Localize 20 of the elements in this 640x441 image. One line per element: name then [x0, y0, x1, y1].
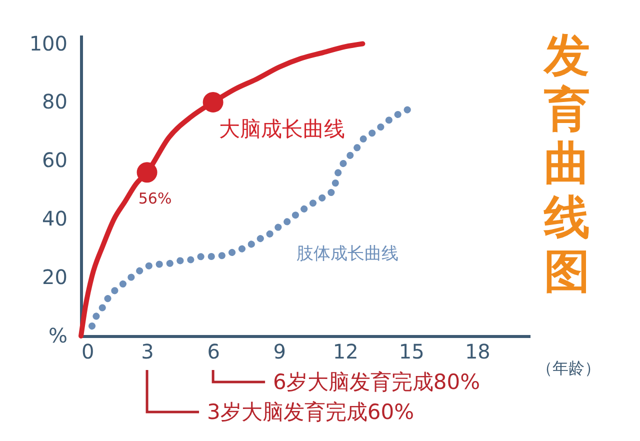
y-tick-label: %	[48, 324, 68, 348]
y-tick-label: 40	[42, 206, 68, 231]
y-tick-label: 60	[42, 148, 68, 172]
text: 3岁大脑发育完成60%	[207, 399, 414, 426]
x-tick-label: 6	[207, 340, 220, 364]
x-tick-label: 12	[332, 340, 358, 364]
annotation: 56%	[138, 189, 172, 208]
x-axis-title: （年龄）	[536, 360, 600, 378]
series-label: 肢体成长曲线	[296, 244, 399, 264]
x-tick-label: 18	[464, 340, 490, 364]
series-label: 大脑成长曲线	[219, 117, 346, 142]
y-tick-label: 80	[42, 90, 68, 114]
text: 6岁大脑发育完成80%	[273, 369, 480, 396]
x-tick-label: 3	[141, 340, 154, 364]
x-tick-label: 0	[82, 340, 94, 364]
text: 发育曲线图	[542, 28, 591, 298]
y-tick-label: 100	[29, 31, 68, 56]
x-tick-label: 15	[398, 340, 424, 364]
x-tick-label: 9	[273, 340, 286, 364]
y-tick-label: 20	[42, 265, 68, 290]
